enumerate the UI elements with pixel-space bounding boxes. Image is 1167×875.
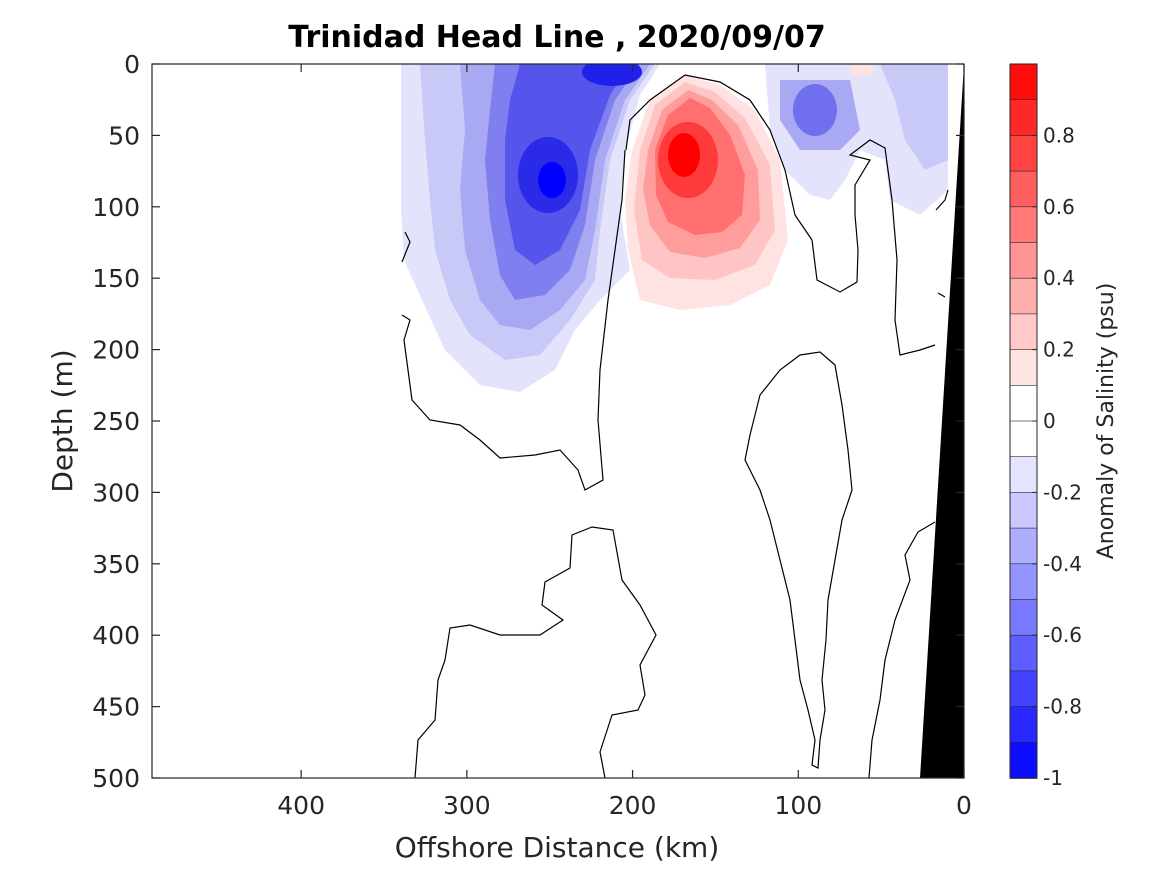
colorbar-tick-label: 0.6	[1043, 195, 1075, 219]
x-tick-label: 0	[956, 791, 972, 820]
colorbar-tick-label: 0.2	[1043, 338, 1075, 362]
colorbar-band	[1009, 634, 1038, 672]
colorbar-band	[1009, 170, 1038, 208]
y-tick-label: 100	[92, 193, 140, 222]
y-tick-label: 250	[92, 407, 140, 436]
colorbar-band	[1009, 706, 1038, 744]
colorbar-tick-label: -0.4	[1043, 552, 1082, 576]
colorbar-band	[1009, 456, 1038, 494]
colorbar-band	[1009, 99, 1038, 137]
colorbar-band	[1009, 563, 1038, 601]
colorbar-band	[1009, 349, 1038, 387]
colorbar-band	[1009, 63, 1038, 101]
colorbar-band	[1009, 492, 1038, 529]
contour-line	[401, 231, 411, 263]
y-axis-label: Depth (m)	[46, 349, 79, 492]
x-tick-label: 300	[443, 791, 491, 820]
positive-anomaly-core-center	[668, 133, 700, 177]
negative-anomaly-surface	[582, 64, 642, 86]
colorbar: 0.8 0.6 0.4 0.2 0 -0.2 -0.4 -0.6 -0.8 -1 Anomaly …	[1009, 63, 1119, 790]
colorbar-tick-label: -0.6	[1043, 623, 1082, 647]
colorbar-band	[1009, 135, 1038, 172]
x-tick-label: 200	[609, 791, 657, 820]
colorbar-band	[1009, 527, 1038, 565]
y-tick-label: 150	[92, 264, 140, 293]
y-ticks: 0 50 100 150 200 250 300 350 400 450 500	[92, 50, 964, 793]
colorbar-tick-label: 0	[1043, 409, 1056, 433]
negative-anomaly-nearshore-region-3	[880, 64, 948, 170]
contour-line	[414, 526, 657, 778]
x-ticks: 400 300 200 100 0	[277, 64, 972, 820]
colorbar-tick-label: -0.8	[1043, 695, 1082, 719]
colorbar-tick-label: 0.8	[1043, 123, 1075, 147]
y-tick-label: 200	[92, 336, 140, 365]
contour-fill	[401, 64, 964, 778]
contour-line	[744, 351, 853, 769]
negative-anomaly-core-center	[538, 162, 566, 198]
seafloor-mask	[920, 64, 964, 778]
y-tick-label: 350	[92, 550, 140, 579]
positive-anomaly-surface	[850, 64, 874, 76]
colorbar-tick-label: -0.2	[1043, 480, 1082, 504]
colorbar-band	[1009, 242, 1038, 280]
contour-line	[937, 292, 946, 298]
contour-line	[868, 521, 936, 778]
negative-anomaly-nearshore-core	[793, 84, 837, 136]
plot-area: 400 300 200 100 0 0 50 100 150 200 250 300 350 400 45…	[92, 50, 972, 820]
colorbar-band	[1009, 599, 1038, 637]
colorbar-band	[1009, 206, 1038, 244]
colorbar-band	[1009, 313, 1038, 351]
colorbar-tick-label: -1	[1043, 766, 1063, 790]
contour-line	[401, 149, 626, 491]
chart-title: Trinidad Head Line , 2020/09/07	[288, 20, 825, 55]
y-tick-label: 0	[124, 50, 140, 79]
y-tick-label: 50	[108, 121, 140, 150]
x-axis-label: Offshore Distance (km)	[395, 831, 720, 864]
colorbar-band	[1009, 420, 1038, 458]
colorbar-bands	[1009, 63, 1038, 779]
colorbar-band	[1009, 277, 1038, 315]
x-tick-label: 400	[277, 791, 325, 820]
colorbar-band	[1009, 741, 1038, 779]
colorbar-band	[1009, 384, 1038, 422]
colorbar-label: Anomaly of Salinity (psu)	[1094, 283, 1119, 560]
contour-line	[935, 189, 949, 211]
colorbar-tick-label: 0.4	[1043, 266, 1075, 290]
colorbar-band	[1009, 670, 1038, 708]
y-tick-label: 500	[92, 764, 140, 793]
colorbar-ticks: 0.8 0.6 0.4 0.2 0 -0.2 -0.4 -0.6 -0.8 -1	[1032, 123, 1082, 790]
y-tick-label: 450	[92, 693, 140, 722]
y-tick-label: 400	[92, 621, 140, 650]
y-tick-label: 300	[92, 478, 140, 507]
zero-contours	[401, 74, 949, 778]
x-tick-label: 100	[774, 791, 822, 820]
contour-line	[625, 74, 936, 356]
